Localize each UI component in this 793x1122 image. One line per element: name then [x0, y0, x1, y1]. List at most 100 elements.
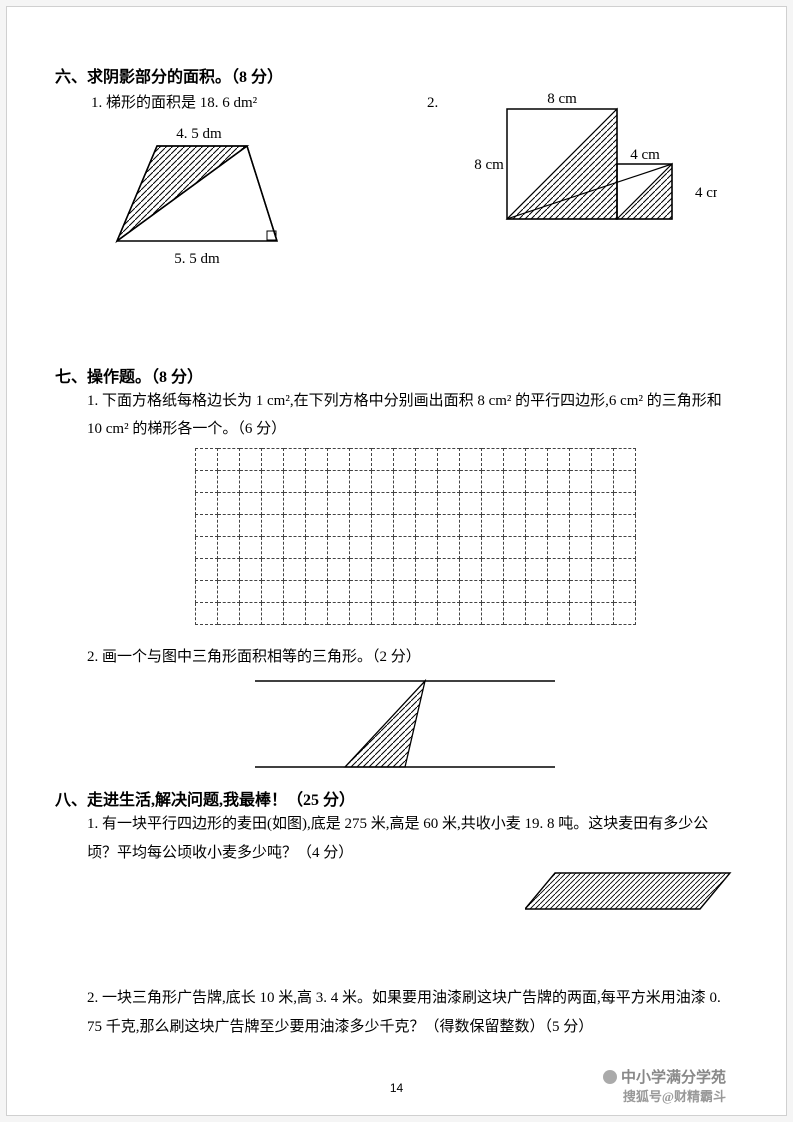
grid-cell — [504, 448, 526, 470]
grid-cell — [394, 536, 416, 558]
grid-cell — [372, 448, 394, 470]
watermark-2: 搜狐号@财精霸斗 — [623, 1086, 726, 1105]
grid-cell — [350, 514, 372, 536]
grid-cell — [218, 580, 240, 602]
grid-cell — [504, 470, 526, 492]
grid-cell — [284, 558, 306, 580]
grid-cell — [394, 448, 416, 470]
dim-8cm-top: 8 cm — [547, 91, 577, 107]
q6-1: 1. 梯形的面积是 18. 6 dm² 4. 5 dm 5. 5 dm — [87, 89, 367, 273]
grid-cell — [438, 580, 460, 602]
grid-cell — [240, 602, 262, 624]
grid-cell — [372, 536, 394, 558]
grid-cell — [416, 514, 438, 536]
grid-cell — [416, 470, 438, 492]
trapezoid-figure: 4. 5 dm 5. 5 dm — [87, 118, 307, 273]
grid-cell — [614, 514, 636, 536]
grid-cell — [548, 470, 570, 492]
grid-cell — [196, 492, 218, 514]
grid-cell — [218, 536, 240, 558]
grid-cell — [328, 580, 350, 602]
grid-cell — [416, 492, 438, 514]
grid-cell — [416, 580, 438, 602]
grid-cell — [460, 558, 482, 580]
q6-2-label: 2. — [427, 89, 457, 239]
grid-cell — [460, 536, 482, 558]
grid-cell — [306, 536, 328, 558]
grid-cell — [416, 448, 438, 470]
grid-cell — [218, 514, 240, 536]
grid-cell — [306, 602, 328, 624]
grid-cell — [328, 536, 350, 558]
grid-cell — [262, 448, 284, 470]
grid-cell — [394, 558, 416, 580]
grid-cell — [438, 558, 460, 580]
grid-cell — [284, 514, 306, 536]
grid-cell — [262, 492, 284, 514]
wechat-icon — [603, 1070, 617, 1084]
grid-cell — [350, 602, 372, 624]
grid-cell — [592, 448, 614, 470]
grid-cell — [460, 602, 482, 624]
grid-cell — [526, 514, 548, 536]
grid-cell — [438, 470, 460, 492]
grid-cell — [548, 448, 570, 470]
grid-cell — [328, 602, 350, 624]
grid-cell — [372, 602, 394, 624]
page: 六、求阴影部分的面积。（8 分） 1. 梯形的面积是 18. 6 dm² 4. … — [6, 6, 787, 1116]
top-dim: 4. 5 dm — [176, 126, 222, 142]
grid-cell — [240, 492, 262, 514]
grid-cell — [196, 558, 218, 580]
grid-cell — [592, 492, 614, 514]
grid-cell — [526, 580, 548, 602]
grid-cell — [592, 514, 614, 536]
grid-cell — [262, 470, 284, 492]
dim-4cm-right: 4 cm — [695, 185, 717, 201]
grid-cell — [482, 602, 504, 624]
grid-cell — [482, 514, 504, 536]
grid-cell — [526, 602, 548, 624]
grid-cell — [372, 470, 394, 492]
grid-cell — [526, 470, 548, 492]
grid-cell — [196, 602, 218, 624]
grid-cell — [570, 580, 592, 602]
grid-cell — [460, 514, 482, 536]
grid-cell — [306, 558, 328, 580]
q6-2: 2. 8 cm 8 cm 4 cm 4 cm — [427, 89, 717, 273]
grid-cell — [482, 580, 504, 602]
grid-cell — [416, 602, 438, 624]
grid-cell — [526, 492, 548, 514]
grid-cell — [504, 514, 526, 536]
grid-cell — [240, 558, 262, 580]
grid-cell — [284, 602, 306, 624]
q7-2-text: 2. 画一个与图中三角形面积相等的三角形。（2 分） — [87, 643, 738, 672]
grid-cell — [548, 536, 570, 558]
grid-cell — [350, 448, 372, 470]
grid-cell — [460, 492, 482, 514]
grid-cell — [372, 580, 394, 602]
grid-cell — [570, 536, 592, 558]
grid-cell — [306, 448, 328, 470]
dim-8cm-left: 8 cm — [474, 157, 504, 173]
grid-cell — [504, 602, 526, 624]
grid-table — [195, 448, 636, 625]
grid-cell — [262, 580, 284, 602]
grid-cell — [570, 448, 592, 470]
grid-cell — [526, 536, 548, 558]
grid-cell — [438, 448, 460, 470]
grid-cell — [350, 580, 372, 602]
q7-1-text: 1. 下面方格纸每格边长为 1 cm²,在下列方格中分别画出面积 8 cm² 的… — [87, 387, 738, 444]
grid-cell — [196, 536, 218, 558]
grid-cell — [284, 492, 306, 514]
grid-cell — [548, 492, 570, 514]
grid-cell — [394, 492, 416, 514]
grid-cell — [394, 602, 416, 624]
grid-cell — [460, 470, 482, 492]
dim-4cm-top: 4 cm — [630, 147, 660, 163]
grid-cell — [570, 558, 592, 580]
grid-cell — [394, 470, 416, 492]
grid-cell — [504, 580, 526, 602]
grid-cell — [328, 558, 350, 580]
grid-cell — [196, 514, 218, 536]
two-squares-figure: 8 cm 8 cm 4 cm 4 cm — [457, 89, 717, 239]
